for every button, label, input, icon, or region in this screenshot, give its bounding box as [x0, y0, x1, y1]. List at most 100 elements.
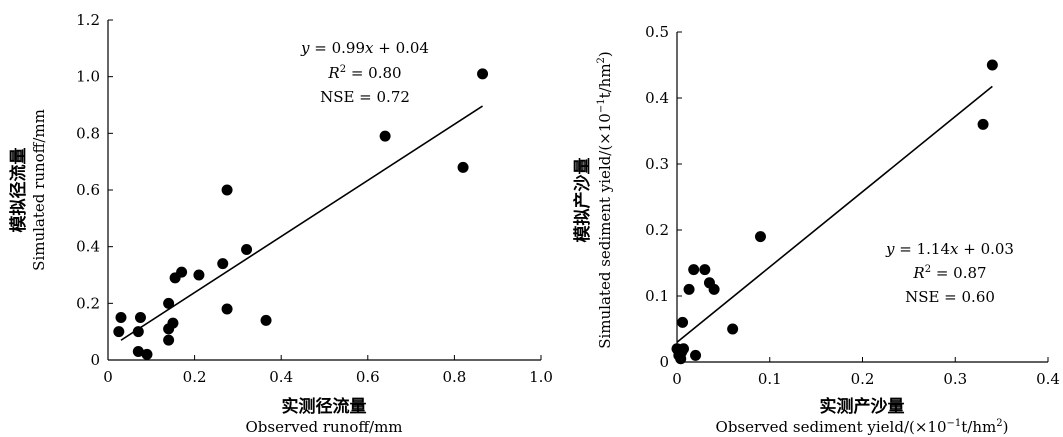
y-axis-label-en: Simulated sediment yield/(×10−1t/hm2) — [596, 51, 614, 349]
y-tick-label: 0.4 — [76, 238, 100, 256]
data-point — [754, 231, 766, 243]
fit-line — [120, 105, 483, 341]
data-point — [115, 312, 127, 323]
y-tick-label: 0 — [90, 351, 100, 369]
nse-value: NSE = 0.60 — [905, 288, 995, 306]
y-tick-label: 1.2 — [76, 11, 100, 29]
x-tick-label: 0.3 — [943, 370, 967, 388]
eq-x: x — [365, 39, 374, 57]
fit-line-group — [676, 85, 993, 343]
data-points — [671, 59, 998, 365]
x-tick-label: 0.1 — [758, 370, 782, 388]
eq-mid: = 0.99 — [309, 39, 365, 57]
sediment-chart: 0 0.1 0.2 0.3 0.4 0.5 0 0.1 0.2 0.3 0.4 y = 1.14x… — [572, 23, 1060, 436]
y-label-part3: ) — [596, 51, 614, 57]
eq-tail: + 0.04 — [373, 39, 429, 57]
data-point — [477, 68, 489, 80]
x-tick-label: 0.4 — [1036, 370, 1060, 388]
eq-tail: + 0.03 — [958, 240, 1014, 258]
nse-value: NSE = 0.72 — [320, 88, 410, 106]
data-point — [986, 59, 998, 71]
data-point — [221, 184, 233, 196]
y-tick-label: 0.8 — [76, 124, 100, 142]
x-axis-label-en: Observed sediment yield/(×10−1t/hm2) — [716, 418, 1009, 436]
data-point — [690, 349, 702, 361]
data-point — [221, 303, 233, 315]
data-point — [457, 161, 469, 173]
x-label-sup1: −1 — [947, 418, 962, 429]
x-axis-label-cn: 实测径流量 — [282, 396, 367, 417]
x-axis-label-cn: 实测产沙量 — [820, 396, 905, 417]
x-tick-label: 0.2 — [851, 370, 875, 388]
data-point — [260, 314, 272, 326]
data-points — [113, 68, 489, 360]
data-point — [113, 326, 125, 338]
eq-mid: = 1.14 — [894, 240, 950, 258]
y-tick-label: 0.5 — [645, 23, 669, 41]
y-tick-label: 0.4 — [645, 89, 669, 107]
x-label-part1: Observed sediment yield/(×10 — [716, 418, 947, 436]
r2-tail: = 0.87 — [931, 264, 987, 282]
y-tick-label: 1.0 — [76, 68, 100, 86]
data-point — [708, 283, 720, 295]
data-point — [217, 258, 229, 270]
r2-tail: = 0.80 — [346, 64, 402, 82]
data-point — [379, 130, 391, 142]
y-tick-label: 0.6 — [76, 181, 100, 199]
data-point — [677, 343, 689, 355]
x-tick-label: 0.2 — [183, 368, 207, 386]
y-tick-label: 0.3 — [645, 155, 669, 173]
data-point — [163, 297, 175, 309]
data-point — [167, 317, 179, 329]
data-point — [699, 264, 711, 276]
data-point — [677, 316, 689, 328]
r2-r: R — [327, 64, 339, 82]
x-tick-label: 0 — [103, 368, 113, 386]
r2-sup: 2 — [925, 264, 931, 275]
y-label-part1: Simulated sediment yield/(×10 — [596, 113, 614, 349]
x-tick-label: 0.6 — [356, 368, 380, 386]
r-squared: R2 = 0.80 — [327, 64, 401, 82]
data-point — [977, 118, 989, 130]
y-ticks: 0 0.1 0.2 0.3 0.4 0.5 — [645, 23, 682, 371]
x-axis-label-en: Observed runoff/mm — [245, 418, 402, 436]
y-ticks: 0 0.2 0.4 0.6 0.8 1.0 1.2 — [76, 11, 113, 369]
data-point — [141, 348, 153, 360]
eq-y: y — [885, 240, 895, 258]
x-tick-label: 0.4 — [269, 368, 293, 386]
data-point — [176, 266, 188, 278]
y-axis-label-cn: 模拟产沙量 — [572, 158, 593, 243]
x-tick-label: 0.8 — [442, 368, 466, 386]
eq-y: y — [300, 39, 310, 57]
x-ticks: 0 0.1 0.2 0.3 0.4 — [672, 357, 1060, 388]
data-point — [683, 283, 695, 295]
data-point — [163, 334, 175, 346]
y-tick-label: 0.2 — [645, 221, 669, 239]
fit-line — [676, 85, 993, 343]
data-point — [132, 326, 144, 338]
y-tick-label: 0.1 — [645, 287, 669, 305]
data-point — [193, 269, 205, 281]
data-point — [727, 323, 739, 335]
y-label-sup2: 2 — [596, 57, 607, 63]
y-axis-label-en: Simulated runoff/mm — [30, 109, 48, 271]
regression-equation: y = 0.99x + 0.04 — [300, 39, 429, 57]
r-squared: R2 = 0.87 — [912, 264, 986, 282]
y-axis-label-cn: 模拟径流量 — [8, 148, 29, 233]
runoff-chart: 0 0.2 0.4 0.6 0.8 1.0 1.2 0 0.2 0.4 0.6 0.8 1.0 y =… — [8, 11, 553, 436]
regression-equation: y = 1.14x + 0.03 — [885, 240, 1014, 258]
y-label-part2: t/hm — [596, 63, 614, 98]
data-point — [132, 346, 144, 357]
fit-line-group — [120, 105, 483, 341]
x-label-part3: ) — [1003, 418, 1009, 436]
y-label-sup1: −1 — [596, 98, 607, 113]
r2-r: R — [912, 264, 924, 282]
x-label-sup2: 2 — [996, 418, 1002, 429]
x-tick-label: 1.0 — [529, 368, 553, 386]
x-tick-label: 0 — [672, 370, 682, 388]
y-tick-label: 0 — [659, 353, 669, 371]
data-point — [688, 264, 700, 276]
data-point — [134, 312, 146, 323]
x-label-part2: t/hm — [961, 418, 996, 436]
